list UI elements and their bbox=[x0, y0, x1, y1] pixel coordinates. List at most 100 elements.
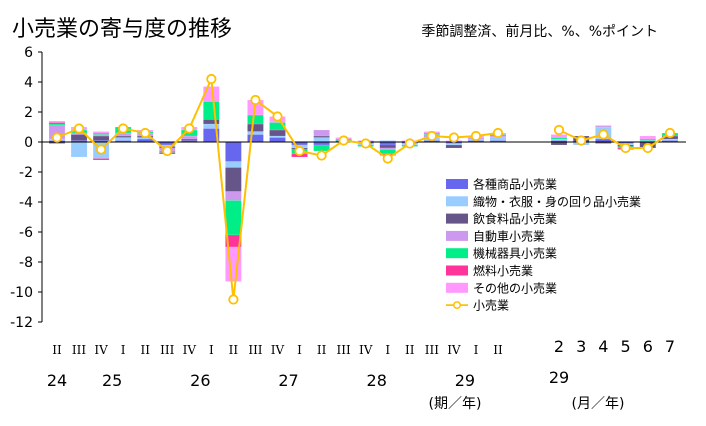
bar-segment bbox=[379, 147, 396, 150]
y-tick-label: -4 bbox=[19, 195, 33, 211]
total-point bbox=[140, 127, 151, 139]
quarter-label: II bbox=[493, 343, 503, 357]
bar-segment bbox=[313, 144, 330, 152]
bar-segment bbox=[203, 119, 220, 125]
bar-segment bbox=[92, 135, 110, 141]
y-tick-label: 0 bbox=[24, 135, 33, 151]
x-axis-labels: II III IV I II III IV I II III IV I II III IV I II III IV I… bbox=[47, 337, 675, 390]
month-label: 3 bbox=[576, 337, 586, 356]
bar-segment bbox=[550, 138, 568, 141]
total-point bbox=[96, 144, 107, 155]
quarter-label: II bbox=[229, 343, 239, 357]
bar-segment bbox=[181, 138, 198, 141]
bar-segment bbox=[225, 141, 242, 162]
total-point bbox=[553, 124, 565, 136]
legend-swatch bbox=[446, 248, 468, 259]
bar-segment bbox=[379, 149, 396, 155]
total-point bbox=[620, 142, 631, 154]
bar-segment bbox=[203, 101, 220, 120]
quarter-label: I bbox=[121, 343, 126, 357]
month-label: 7 bbox=[665, 337, 675, 356]
legend-swatch bbox=[446, 213, 468, 224]
legend-label: その他の小売業 bbox=[473, 280, 557, 295]
bar-segment bbox=[92, 158, 110, 161]
total-point bbox=[250, 94, 261, 106]
legend-label: 小売業 bbox=[473, 298, 509, 313]
bar-layer bbox=[48, 86, 679, 282]
bar-segment bbox=[92, 131, 110, 134]
bar-segment bbox=[247, 114, 264, 125]
bar-segment bbox=[639, 138, 656, 141]
month-label: 4 bbox=[598, 337, 608, 356]
legend-label: 燃料小売業 bbox=[473, 263, 533, 278]
month-label: 2 bbox=[554, 337, 564, 356]
total-point bbox=[228, 294, 239, 305]
total-point bbox=[642, 142, 653, 154]
legend-swatch bbox=[446, 282, 468, 293]
quarter-label: II bbox=[52, 343, 62, 357]
bar-segment bbox=[269, 129, 286, 137]
bar-segment bbox=[225, 167, 242, 192]
total-point bbox=[470, 130, 482, 142]
legend-swatch bbox=[446, 179, 468, 189]
quarter-label: I bbox=[385, 343, 390, 357]
quarter-label: I bbox=[474, 343, 479, 357]
total-point bbox=[272, 111, 283, 122]
y-tick-label: -8 bbox=[19, 255, 33, 271]
bar-segment bbox=[247, 123, 264, 132]
bar-segment bbox=[639, 135, 656, 140]
quarter-label: I bbox=[297, 343, 302, 357]
legend-label: 各種商品小売業 bbox=[473, 177, 557, 192]
y-tick-label: 6 bbox=[24, 45, 33, 61]
bar-segment bbox=[247, 131, 264, 135]
bar-segment bbox=[70, 134, 88, 141]
y-tick-label: -12 bbox=[10, 315, 33, 331]
total-point bbox=[598, 129, 609, 140]
month-label: 6 bbox=[643, 337, 653, 356]
quarter-label: III bbox=[425, 343, 439, 357]
year-label: 27 bbox=[278, 371, 298, 390]
quarter-label: IV bbox=[447, 343, 461, 357]
quarter-label: II bbox=[405, 343, 415, 357]
month-label: 5 bbox=[621, 337, 631, 356]
year-label: 24 bbox=[47, 371, 67, 390]
total-point bbox=[448, 132, 459, 143]
legend-label: 飲食料品小売業 bbox=[473, 211, 557, 226]
bar-segment bbox=[181, 135, 198, 140]
total-point bbox=[338, 135, 349, 146]
month-year-label: 29 bbox=[549, 368, 569, 387]
quarter-label: I bbox=[209, 343, 214, 357]
line-layer bbox=[51, 73, 676, 305]
bar-segment bbox=[269, 135, 286, 138]
legend-label: 織物・衣服・身の回り品小売業 bbox=[473, 194, 641, 209]
total-point bbox=[294, 145, 305, 157]
bar-segment bbox=[595, 125, 612, 128]
quarter-label: IV bbox=[183, 343, 197, 357]
quarter-label: IV bbox=[271, 343, 285, 357]
total-point bbox=[51, 132, 63, 143]
total-point bbox=[184, 123, 195, 134]
bar-segment bbox=[661, 138, 679, 141]
total-point bbox=[664, 127, 676, 139]
bar-segment bbox=[225, 161, 242, 168]
bar-segment bbox=[225, 191, 242, 201]
legend-swatch bbox=[446, 265, 468, 276]
bar-segment bbox=[313, 137, 330, 143]
bar-segment bbox=[379, 144, 396, 149]
bar-segment bbox=[70, 141, 88, 158]
legend-label: 自動車小売業 bbox=[473, 228, 545, 243]
quarter-label: III bbox=[248, 343, 262, 357]
bar-segment bbox=[269, 137, 286, 143]
total-point bbox=[382, 153, 393, 164]
bar-segment bbox=[313, 129, 330, 137]
axis-layer: 6 4 2 0 -2 -4 -6 -8 -10 -12 bbox=[10, 45, 686, 331]
year-label: 28 bbox=[367, 371, 387, 390]
total-point bbox=[576, 135, 587, 146]
month-unit-label: (月／年) bbox=[572, 396, 625, 412]
total-point bbox=[162, 145, 173, 157]
quarter-label: IV bbox=[359, 343, 373, 357]
year-label: 25 bbox=[102, 371, 122, 390]
quarter-label: III bbox=[160, 343, 174, 357]
total-point bbox=[492, 127, 504, 139]
